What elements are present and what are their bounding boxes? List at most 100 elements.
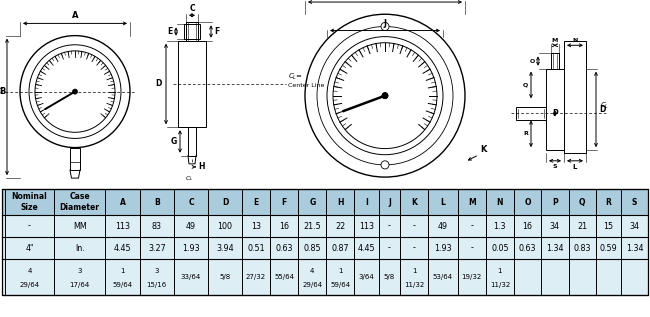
Text: -: - — [388, 222, 391, 230]
Text: Q: Q — [523, 82, 528, 87]
Text: 16: 16 — [279, 222, 289, 230]
Text: $C_L$: $C_L$ — [600, 101, 609, 112]
Text: H: H — [198, 162, 205, 171]
Text: 55/64: 55/64 — [274, 274, 294, 280]
Text: -: - — [388, 243, 391, 253]
Text: C: C — [189, 4, 195, 13]
Text: 34: 34 — [550, 222, 560, 230]
Bar — [551, 54, 559, 69]
Text: -: - — [28, 222, 31, 230]
Text: R: R — [606, 197, 612, 207]
Text: 4: 4 — [27, 268, 32, 274]
Text: 1.93: 1.93 — [182, 243, 200, 253]
Text: H: H — [337, 197, 344, 207]
Text: 16: 16 — [523, 222, 532, 230]
Text: 3: 3 — [77, 268, 82, 274]
Text: G: G — [171, 137, 177, 146]
Text: 83: 83 — [152, 222, 162, 230]
Bar — [178, 41, 206, 127]
Bar — [564, 41, 586, 153]
Bar — [188, 127, 196, 156]
Text: F: F — [281, 197, 287, 207]
Text: -: - — [413, 243, 415, 253]
Text: D: D — [599, 105, 605, 114]
Text: B: B — [0, 87, 5, 96]
Text: D: D — [155, 80, 162, 88]
Text: 0.59: 0.59 — [599, 243, 618, 253]
Text: 0.83: 0.83 — [573, 243, 591, 253]
Text: Nominal
Size: Nominal Size — [12, 192, 47, 212]
Circle shape — [381, 161, 389, 169]
Text: 49: 49 — [438, 222, 448, 230]
Text: 4.45: 4.45 — [114, 243, 131, 253]
Text: 1: 1 — [412, 268, 417, 274]
Text: 1: 1 — [120, 268, 125, 274]
Text: P: P — [552, 197, 558, 207]
Text: 1.3: 1.3 — [493, 222, 506, 230]
Text: $C_L$=: $C_L$= — [288, 72, 303, 82]
Text: O: O — [530, 59, 535, 64]
Text: Q: Q — [579, 197, 586, 207]
Text: 22: 22 — [335, 222, 346, 230]
Text: N: N — [497, 197, 503, 207]
Text: E: E — [167, 27, 172, 36]
Text: 59/64: 59/64 — [112, 282, 133, 288]
Text: S: S — [632, 197, 637, 207]
Circle shape — [382, 93, 388, 99]
Bar — [2, 189, 648, 215]
Text: K: K — [480, 145, 486, 154]
Text: In.: In. — [75, 243, 84, 253]
Text: 59/64: 59/64 — [330, 282, 350, 288]
Text: M: M — [468, 197, 476, 207]
Text: $C_L$: $C_L$ — [185, 174, 193, 183]
Text: 53/64: 53/64 — [433, 274, 453, 280]
Text: S: S — [552, 164, 557, 169]
Text: 27/32: 27/32 — [246, 274, 266, 280]
Text: 5/8: 5/8 — [384, 274, 395, 280]
Circle shape — [381, 23, 389, 30]
Text: M: M — [552, 38, 558, 43]
Text: Center Line: Center Line — [288, 83, 324, 88]
Text: MM: MM — [73, 222, 86, 230]
Text: R: R — [523, 131, 528, 136]
Text: 0.51: 0.51 — [247, 243, 265, 253]
Text: K: K — [411, 197, 417, 207]
Text: 3.27: 3.27 — [148, 243, 166, 253]
Text: 113: 113 — [115, 222, 130, 230]
Bar — [186, 23, 198, 41]
Text: 4: 4 — [310, 268, 315, 274]
Text: 15/16: 15/16 — [147, 282, 167, 288]
Text: 34: 34 — [630, 222, 640, 230]
Text: $C_L$: $C_L$ — [0, 87, 6, 97]
Text: I: I — [365, 197, 368, 207]
Text: 0.87: 0.87 — [332, 243, 349, 253]
Bar — [2, 189, 648, 295]
Text: 21: 21 — [577, 222, 588, 230]
Text: 19/32: 19/32 — [462, 274, 482, 280]
Text: 29/64: 29/64 — [302, 282, 322, 288]
Text: 17/64: 17/64 — [70, 282, 90, 288]
Text: 15: 15 — [603, 222, 614, 230]
Text: 5/8: 5/8 — [220, 274, 231, 280]
Text: L: L — [441, 197, 445, 207]
Text: A: A — [120, 197, 125, 207]
Text: 0.85: 0.85 — [304, 243, 321, 253]
Text: O: O — [524, 197, 530, 207]
Text: -: - — [471, 243, 473, 253]
Text: 21.5: 21.5 — [304, 222, 321, 230]
Text: -: - — [471, 222, 473, 230]
Text: 1: 1 — [498, 268, 502, 274]
Text: 0.63: 0.63 — [519, 243, 536, 253]
Circle shape — [73, 89, 77, 94]
Text: 100: 100 — [218, 222, 233, 230]
Text: 3.94: 3.94 — [216, 243, 234, 253]
Text: 1.34: 1.34 — [626, 243, 644, 253]
Text: B: B — [154, 197, 160, 207]
Text: 0.05: 0.05 — [491, 243, 509, 253]
Text: 4.45: 4.45 — [358, 243, 375, 253]
Text: D: D — [222, 197, 228, 207]
Text: 3/64: 3/64 — [359, 274, 374, 280]
Text: 4": 4" — [25, 243, 34, 253]
Bar — [2, 189, 648, 295]
Text: E: E — [254, 197, 259, 207]
